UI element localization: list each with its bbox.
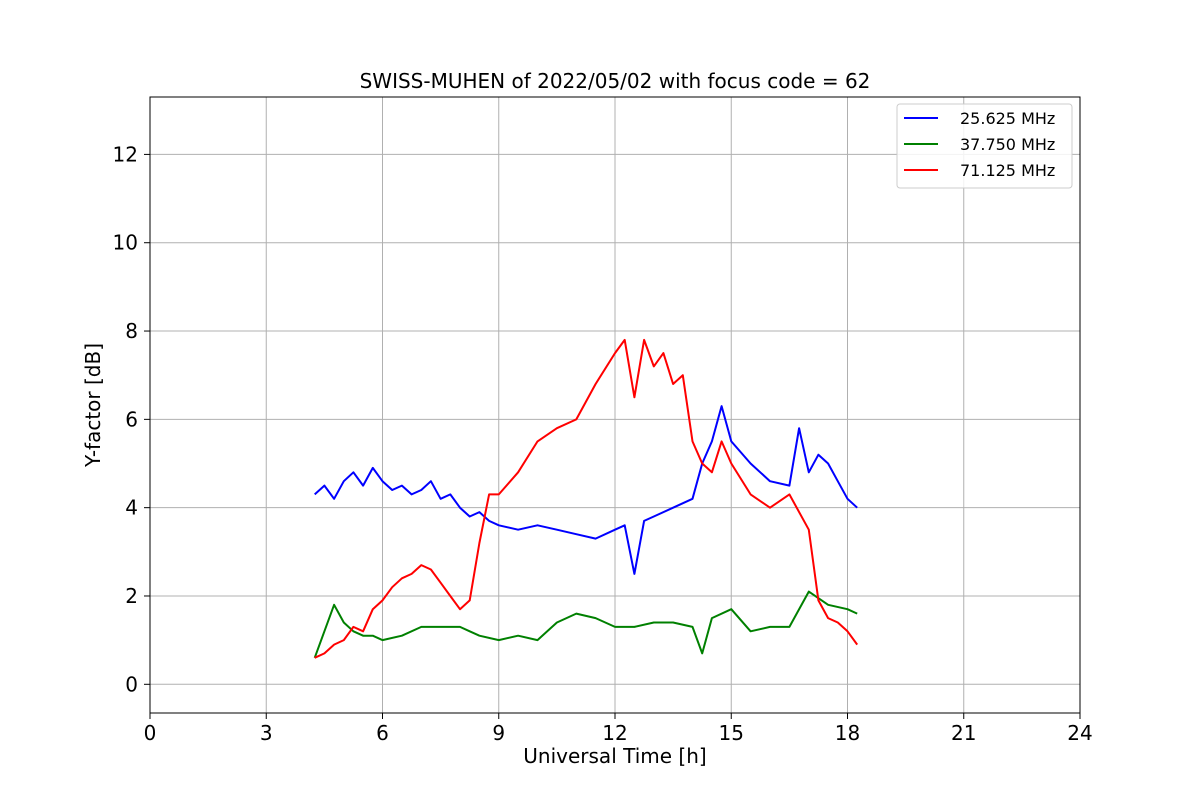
x-tick-label: 3	[260, 721, 273, 745]
series-line-2	[313, 590, 858, 659]
y-tick-label: 12	[113, 142, 138, 166]
legend-label-3: 71.125 MHz	[960, 161, 1055, 180]
y-axis-label: Y-factor [dB]	[81, 343, 105, 468]
legend-label-1: 25.625 MHz	[960, 109, 1055, 128]
x-tick-label: 24	[1067, 721, 1092, 745]
x-tick-label: 6	[376, 721, 389, 745]
x-tick-label: 18	[835, 721, 860, 745]
series-line-1	[314, 405, 858, 575]
series-line-3	[314, 338, 859, 659]
x-axis-label: Universal Time [h]	[523, 744, 706, 768]
legend-box	[896, 103, 1073, 189]
x-axis: 0 3 6 9 12 15 18 21 24	[144, 713, 1093, 745]
legend-label-2: 37.750 MHz	[960, 135, 1055, 154]
x-tick-label: 0	[144, 721, 157, 745]
x-tick-label: 9	[492, 721, 505, 745]
y-tick-label: 0	[125, 672, 138, 696]
grid	[149, 97, 1081, 713]
y-tick-label: 2	[125, 584, 138, 608]
x-tick-label: 12	[602, 721, 627, 745]
y-tick-label: 6	[125, 407, 138, 431]
chart-title: SWISS-MUHEN of 2022/05/02 with focus cod…	[360, 69, 871, 93]
x-tick-label: 15	[719, 721, 744, 745]
y-tick-label: 10	[113, 231, 138, 255]
x-tick-label: 21	[951, 721, 976, 745]
series-group	[313, 338, 859, 659]
y-axis: 0 2 4 6 8 10 12	[113, 142, 150, 696]
legend: 25.625 MHz 37.750 MHz 71.125 MHz	[896, 103, 1073, 189]
y-tick-label: 8	[125, 319, 138, 343]
y-tick-label: 4	[125, 496, 138, 520]
